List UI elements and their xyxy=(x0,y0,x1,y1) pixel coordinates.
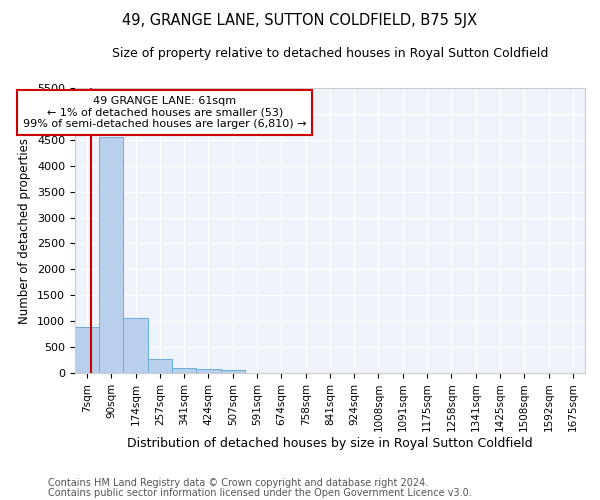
Bar xyxy=(99,137,124,373)
Text: Contains HM Land Registry data © Crown copyright and database right 2024.: Contains HM Land Registry data © Crown c… xyxy=(48,478,428,488)
Bar xyxy=(148,358,172,373)
Bar xyxy=(221,370,245,373)
Bar xyxy=(172,368,196,373)
Text: Contains public sector information licensed under the Open Government Licence v3: Contains public sector information licen… xyxy=(48,488,472,498)
Text: 49 GRANGE LANE: 61sqm
← 1% of detached houses are smaller (53)
99% of semi-detac: 49 GRANGE LANE: 61sqm ← 1% of detached h… xyxy=(23,96,307,129)
Bar xyxy=(124,318,148,373)
Title: Size of property relative to detached houses in Royal Sutton Coldfield: Size of property relative to detached ho… xyxy=(112,48,548,60)
Y-axis label: Number of detached properties: Number of detached properties xyxy=(19,138,31,324)
Bar xyxy=(196,369,221,373)
Bar xyxy=(75,328,99,373)
X-axis label: Distribution of detached houses by size in Royal Sutton Coldfield: Distribution of detached houses by size … xyxy=(127,437,533,450)
Text: 49, GRANGE LANE, SUTTON COLDFIELD, B75 5JX: 49, GRANGE LANE, SUTTON COLDFIELD, B75 5… xyxy=(122,12,478,28)
